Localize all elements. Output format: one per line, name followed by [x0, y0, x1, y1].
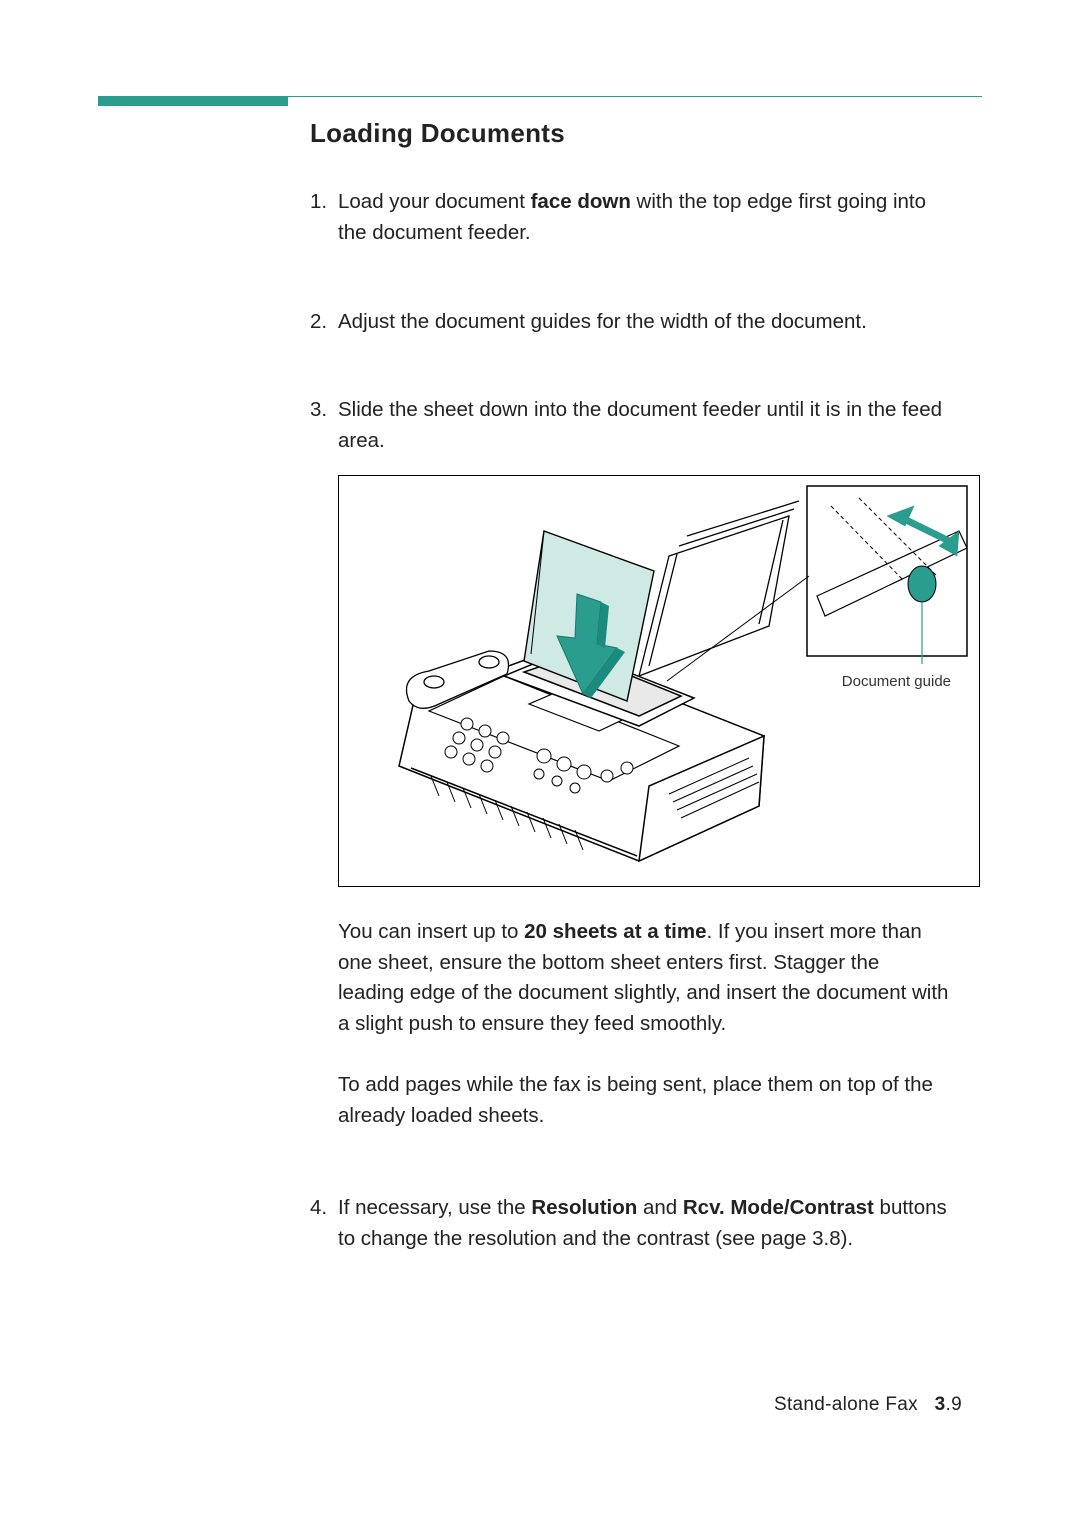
- step-number: 2.: [310, 307, 327, 338]
- note-paragraph-1: You can insert up to 20 sheets at a time…: [338, 917, 950, 1040]
- step-number: 3.: [310, 395, 327, 426]
- rear-paper-tray: [639, 501, 799, 676]
- bold-text: Resolution: [531, 1196, 637, 1219]
- section-title: Loading Documents: [310, 118, 950, 149]
- para-text-pre: You can insert up to: [338, 920, 524, 943]
- figure-caption: Document guide: [842, 671, 951, 694]
- bold-text: face down: [531, 190, 631, 213]
- step-4: 4. If necessary, use the Resolution and …: [310, 1193, 950, 1255]
- step-text: Adjust the document guides for the width…: [338, 310, 867, 333]
- step-text-mid: and: [637, 1196, 683, 1219]
- step-text: Slide the sheet down into the document f…: [338, 398, 942, 452]
- figure-wrap: Document guide: [338, 475, 950, 887]
- step-text-pre: If necessary, use the: [338, 1196, 531, 1219]
- note-paragraph-2: To add pages while the fax is being sent…: [338, 1070, 950, 1132]
- step-number: 1.: [310, 187, 327, 218]
- page-footer: Stand-alone Fax 3.9: [774, 1394, 962, 1416]
- step-3: 3. Slide the sheet down into the documen…: [310, 395, 950, 1131]
- step-text: Load your document face down with the to…: [338, 190, 926, 244]
- manual-page: Loading Documents 1. Load your document …: [0, 0, 1080, 1526]
- step-1: 1. Load your document face down with the…: [310, 187, 950, 249]
- steps-list: 1. Load your document face down with the…: [310, 187, 950, 1255]
- figure-box: Document guide: [338, 475, 980, 887]
- step-2: 2. Adjust the document guides for the wi…: [310, 307, 950, 338]
- step-text-pre: Load your document: [338, 190, 531, 213]
- bold-text: 20 sheets at a time: [524, 920, 706, 943]
- footer-page: 9: [951, 1394, 962, 1415]
- bold-text: Rcv. Mode/Contrast: [683, 1196, 874, 1219]
- footer-section-label: Stand-alone Fax: [774, 1394, 918, 1415]
- step-text: If necessary, use the Resolution and Rcv…: [338, 1196, 947, 1250]
- step-number: 4.: [310, 1193, 327, 1224]
- inset-detail: [807, 486, 967, 664]
- header-accent-bar: [98, 96, 288, 106]
- footer-chapter: 3: [935, 1394, 946, 1415]
- content-column: Loading Documents 1. Load your document …: [310, 118, 950, 1313]
